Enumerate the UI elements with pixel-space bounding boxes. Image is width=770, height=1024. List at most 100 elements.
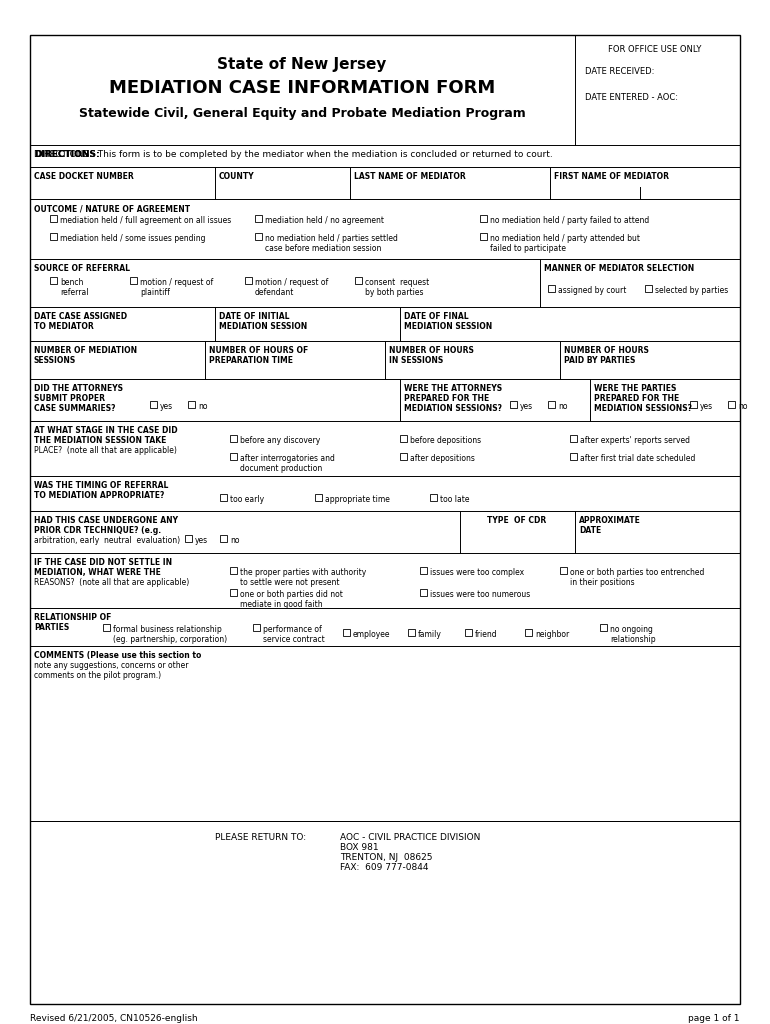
Text: performance of: performance of [263,625,322,634]
Text: neighbor: neighbor [535,630,569,639]
Text: failed to participate: failed to participate [490,244,566,253]
Text: IF THE CASE DID NOT SETTLE IN: IF THE CASE DID NOT SETTLE IN [34,558,172,567]
Text: MEDIATION CASE INFORMATION FORM: MEDIATION CASE INFORMATION FORM [109,79,495,97]
Text: DATE OF INITIAL: DATE OF INITIAL [219,312,290,321]
Text: FIRST NAME OF MEDIATOR: FIRST NAME OF MEDIATOR [554,172,669,181]
Text: after depositions: after depositions [410,454,475,463]
Text: (eg. partnership, corporation): (eg. partnership, corporation) [113,635,227,644]
Bar [355,278,362,284]
Text: SOURCE OF REFERRAL: SOURCE OF REFERRAL [34,264,130,273]
Text: arbitration, early  neutral  evaluation): arbitration, early neutral evaluation) [34,536,180,545]
Text: PREPARATION TIME: PREPARATION TIME [209,356,293,365]
Bar [420,589,427,596]
Text: WERE THE ATTORNEYS: WERE THE ATTORNEYS [404,384,502,393]
Bar [420,567,427,574]
Text: in their positions: in their positions [570,578,634,587]
Text: WERE THE PARTIES: WERE THE PARTIES [594,384,676,393]
Text: after experts' reports served: after experts' reports served [580,436,690,445]
Text: OUTCOME / NATURE OF AGREEMENT: OUTCOME / NATURE OF AGREEMENT [34,204,190,213]
Bar [255,233,262,240]
Text: NUMBER OF HOURS: NUMBER OF HOURS [564,346,649,355]
Bar [255,215,262,222]
Text: SESSIONS: SESSIONS [34,356,76,365]
Text: DATE: DATE [579,526,601,535]
Bar [480,215,487,222]
Text: to settle were not present: to settle were not present [240,578,340,587]
Text: COMMENTS (Please use this section to: COMMENTS (Please use this section to [34,651,202,660]
Bar [245,278,252,284]
Bar [690,401,697,408]
Text: no mediation held / party failed to attend: no mediation held / party failed to atte… [490,216,649,225]
Text: DID THE ATTORNEYS: DID THE ATTORNEYS [34,384,123,393]
Bar [230,435,237,442]
Text: bench: bench [60,278,83,287]
Text: PRIOR CDR TECHNIQUE? (e.g.: PRIOR CDR TECHNIQUE? (e.g. [34,526,161,535]
Text: too early: too early [230,495,264,504]
Text: appropriate time: appropriate time [325,495,390,504]
Text: motion / request of: motion / request of [255,278,328,287]
Text: formal business relationship: formal business relationship [113,625,222,634]
Text: comments on the pilot program.): comments on the pilot program.) [34,671,161,680]
Text: yes: yes [195,536,208,545]
Text: friend: friend [475,630,497,639]
Text: FAX:  609 777-0844: FAX: 609 777-0844 [340,863,428,872]
Text: MEDIATION SESSIONS?: MEDIATION SESSIONS? [594,404,692,413]
Bar [220,535,227,542]
Text: LAST NAME OF MEDIATOR: LAST NAME OF MEDIATOR [354,172,466,181]
Text: mediation held / full agreement on all issues: mediation held / full agreement on all i… [60,216,231,225]
Text: family: family [418,630,442,639]
Text: AT WHAT STAGE IN THE CASE DID: AT WHAT STAGE IN THE CASE DID [34,426,178,435]
Text: THE MEDIATION SESSION TAKE: THE MEDIATION SESSION TAKE [34,436,166,445]
Text: selected by parties: selected by parties [655,286,728,295]
Text: no: no [738,402,748,411]
Text: DATE OF FINAL: DATE OF FINAL [404,312,469,321]
Bar [185,535,192,542]
Text: PREPARED FOR THE: PREPARED FOR THE [594,394,679,403]
Bar [548,401,555,408]
Bar [400,435,407,442]
Text: no: no [198,402,207,411]
Bar [150,401,157,408]
Text: MEDIATION SESSIONS?: MEDIATION SESSIONS? [404,404,502,413]
Text: MANNER OF MEDIATOR SELECTION: MANNER OF MEDIATOR SELECTION [544,264,695,273]
Bar [525,629,532,636]
Bar [253,624,260,631]
Text: no mediation held / parties settled: no mediation held / parties settled [265,234,398,243]
Text: Statewide Civil, General Equity and Probate Mediation Program: Statewide Civil, General Equity and Prob… [79,106,525,120]
Text: MEDIATION SESSION: MEDIATION SESSION [404,322,492,331]
Bar [50,278,57,284]
Bar [548,285,555,292]
Bar [430,494,437,501]
Text: TYPE  OF CDR: TYPE OF CDR [487,516,547,525]
Text: FOR OFFICE USE ONLY: FOR OFFICE USE ONLY [608,45,701,54]
Text: NUMBER OF MEDIATION: NUMBER OF MEDIATION [34,346,137,355]
Bar [50,215,57,222]
Text: service contract: service contract [263,635,325,644]
Text: too late: too late [440,495,470,504]
Text: NUMBER OF HOURS OF: NUMBER OF HOURS OF [209,346,308,355]
Text: no: no [230,536,239,545]
Bar [343,629,350,636]
Text: by both parties: by both parties [365,288,424,297]
Text: motion / request of: motion / request of [140,278,213,287]
Bar [408,629,415,636]
Text: after interrogatories and: after interrogatories and [240,454,335,463]
Text: PLACE?  (note all that are applicable): PLACE? (note all that are applicable) [34,446,177,455]
Text: one or both parties did not: one or both parties did not [240,590,343,599]
Text: MEDIATION, WHAT WERE THE: MEDIATION, WHAT WERE THE [34,568,161,577]
Text: before any discovery: before any discovery [240,436,320,445]
Text: RELATIONSHIP OF: RELATIONSHIP OF [34,613,112,622]
Text: document production: document production [240,464,323,473]
Bar [50,233,57,240]
Text: SUBMIT PROPER: SUBMIT PROPER [34,394,105,403]
Text: DIRECTIONS:: DIRECTIONS: [34,150,99,159]
Text: relationship: relationship [610,635,655,644]
Bar [510,401,517,408]
Text: assigned by court: assigned by court [558,286,626,295]
Text: after first trial date scheduled: after first trial date scheduled [580,454,695,463]
Text: TRENTON, NJ  08625: TRENTON, NJ 08625 [340,853,433,862]
Text: REASONS?  (note all that are applicable): REASONS? (note all that are applicable) [34,578,189,587]
Text: consent  request: consent request [365,278,429,287]
Text: State of New Jersey: State of New Jersey [217,57,387,72]
Text: PAID BY PARTIES: PAID BY PARTIES [564,356,635,365]
